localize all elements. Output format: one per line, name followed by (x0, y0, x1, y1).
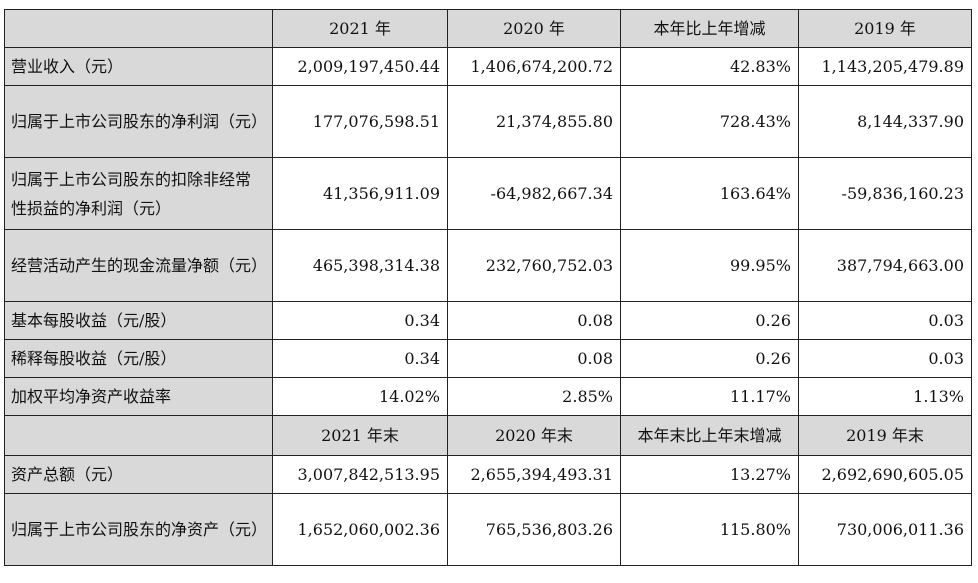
header-blank-cell (4, 9, 273, 48)
row-label: 归属于上市公司股东的扣除非经常性损益的净利润（元） (4, 157, 273, 230)
value-cell: 177,076,598.51 (272, 85, 448, 158)
value-cell: 3,007,842,513.95 (272, 455, 448, 494)
header-row: 2021 年 2020 年 本年比上年增减 2019 年 (4, 9, 972, 48)
value-cell: 13.27% (620, 455, 799, 494)
table-row: 归属于上市公司股东的净利润（元） 177,076,598.51 21,374,8… (4, 85, 972, 158)
table-row: 归属于上市公司股东的净资产（元） 1,652,060,002.36 765,53… (4, 493, 972, 566)
table-row: 加权平均净资产收益率 14.02% 2.85% 11.17% 1.13% (4, 377, 972, 416)
row-label: 营业收入（元） (4, 47, 273, 86)
value-cell: 0.08 (447, 301, 621, 340)
value-cell: 14.02% (272, 377, 448, 416)
table-row: 稀释每股收益（元/股） 0.34 0.08 0.26 0.03 (4, 339, 972, 378)
value-cell: 2,692,690,605.05 (798, 455, 972, 494)
value-cell: 1,652,060,002.36 (272, 493, 448, 566)
value-cell: 11.17% (620, 377, 799, 416)
value-cell: 232,760,752.03 (447, 229, 621, 302)
value-cell: 0.34 (272, 339, 448, 378)
value-cell: 0.26 (620, 339, 799, 378)
value-cell: 465,398,314.38 (272, 229, 448, 302)
header-cell: 2019 年末 (798, 415, 972, 456)
value-cell: 1,143,205,479.89 (798, 47, 972, 86)
header-cell: 本年末比上年末增减 (620, 415, 799, 456)
value-cell: -64,982,667.34 (447, 157, 621, 230)
table-row: 资产总额（元） 3,007,842,513.95 2,655,394,493.3… (4, 455, 972, 494)
header-cell: 2020 年末 (447, 415, 621, 456)
value-cell: 21,374,855.80 (447, 85, 621, 158)
value-cell: 0.26 (620, 301, 799, 340)
financial-summary-table: 2021 年 2020 年 本年比上年增减 2019 年 营业收入（元） 2,0… (4, 9, 972, 566)
value-cell: 115.80% (620, 493, 799, 566)
row-label: 经营活动产生的现金流量净额（元） (4, 229, 273, 302)
value-cell: 8,144,337.90 (798, 85, 972, 158)
table-row: 归属于上市公司股东的扣除非经常性损益的净利润（元） 41,356,911.09 … (4, 157, 972, 230)
row-label: 加权平均净资产收益率 (4, 377, 273, 416)
value-cell: 2,655,394,493.31 (447, 455, 621, 494)
value-cell: 99.95% (620, 229, 799, 302)
value-cell: 1.13% (798, 377, 972, 416)
value-cell: 730,006,011.36 (798, 493, 972, 566)
value-cell: 387,794,663.00 (798, 229, 972, 302)
value-cell: 1,406,674,200.72 (447, 47, 621, 86)
header-cell: 2019 年 (798, 9, 972, 48)
value-cell: 0.08 (447, 339, 621, 378)
header-cell: 2021 年末 (272, 415, 448, 456)
value-cell: 0.03 (798, 339, 972, 378)
value-cell: 0.03 (798, 301, 972, 340)
row-label: 基本每股收益（元/股） (4, 301, 273, 340)
row-label: 稀释每股收益（元/股） (4, 339, 273, 378)
value-cell: 0.34 (272, 301, 448, 340)
value-cell: 2.85% (447, 377, 621, 416)
value-cell: -59,836,160.23 (798, 157, 972, 230)
value-cell: 41,356,911.09 (272, 157, 448, 230)
table-row: 营业收入（元） 2,009,197,450.44 1,406,674,200.7… (4, 47, 972, 86)
table-row: 经营活动产生的现金流量净额（元） 465,398,314.38 232,760,… (4, 229, 972, 302)
table-row: 基本每股收益（元/股） 0.34 0.08 0.26 0.03 (4, 301, 972, 340)
header-cell: 2021 年 (272, 9, 448, 48)
value-cell: 2,009,197,450.44 (272, 47, 448, 86)
row-label: 归属于上市公司股东的净资产（元） (4, 493, 273, 566)
value-cell: 163.64% (620, 157, 799, 230)
value-cell: 765,536,803.26 (447, 493, 621, 566)
header-cell: 本年比上年增减 (620, 9, 799, 48)
value-cell: 42.83% (620, 47, 799, 86)
header-cell: 2020 年 (447, 9, 621, 48)
header-row: 2021 年末 2020 年末 本年末比上年末增减 2019 年末 (4, 415, 972, 456)
row-label: 资产总额（元） (4, 455, 273, 494)
header-blank-cell (4, 415, 273, 456)
value-cell: 728.43% (620, 85, 799, 158)
row-label: 归属于上市公司股东的净利润（元） (4, 85, 273, 158)
